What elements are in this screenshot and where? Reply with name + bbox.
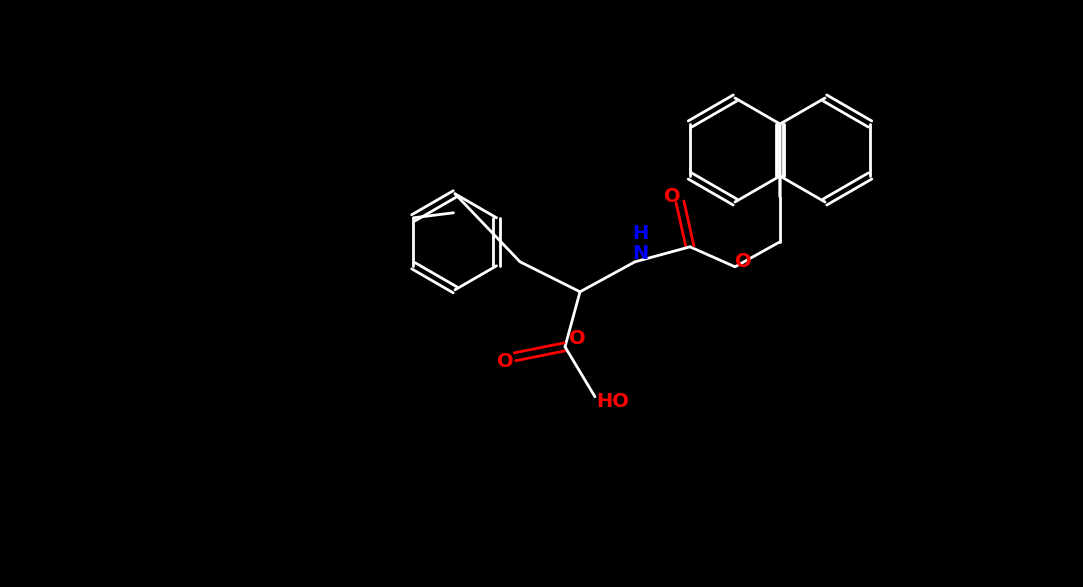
Text: O: O bbox=[734, 252, 752, 271]
Text: O: O bbox=[569, 329, 585, 348]
Text: O: O bbox=[664, 187, 680, 206]
Text: H: H bbox=[631, 224, 648, 243]
Text: O: O bbox=[497, 352, 513, 372]
Text: N: N bbox=[631, 244, 648, 264]
Text: HO: HO bbox=[597, 392, 629, 411]
